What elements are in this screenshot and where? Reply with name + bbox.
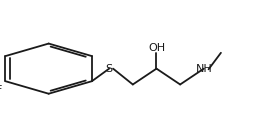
Text: OH: OH (148, 43, 165, 53)
Text: F: F (0, 85, 2, 95)
Text: S: S (105, 64, 113, 74)
Text: NH: NH (195, 64, 212, 74)
